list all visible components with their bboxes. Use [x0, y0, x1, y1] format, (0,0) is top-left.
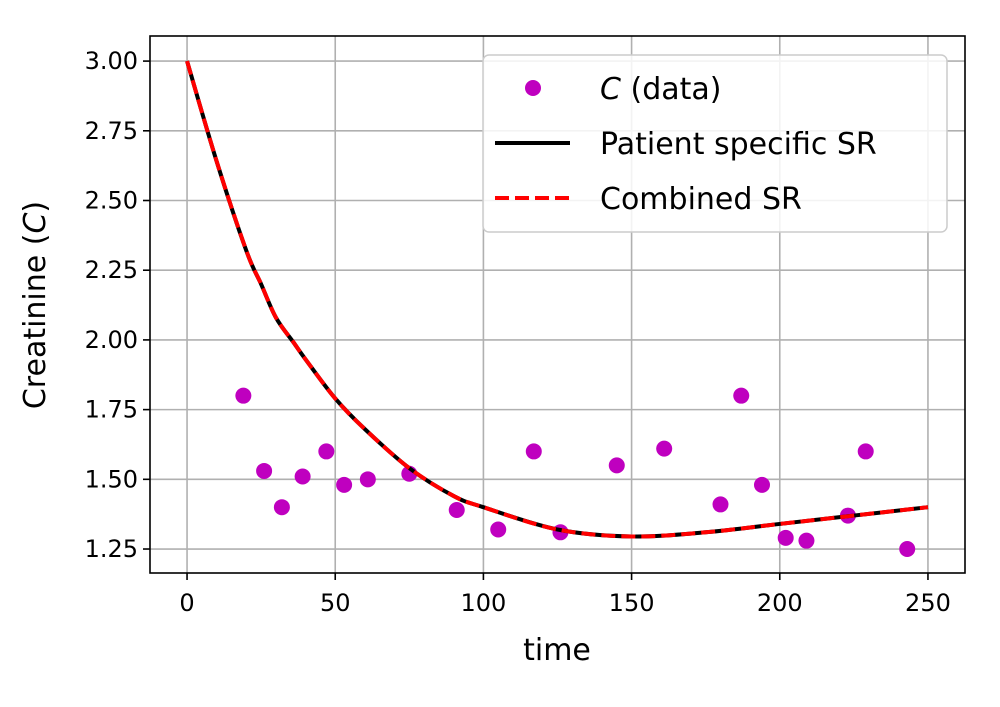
data-point [448, 501, 465, 518]
data-point [235, 387, 252, 404]
x-tick-label: 50 [320, 589, 351, 617]
legend-label-combined: Combined SR [600, 182, 802, 217]
y-tick-label: 2.50 [85, 187, 138, 215]
y-tick-label: 1.50 [85, 465, 138, 493]
y-tick-label: 2.75 [85, 117, 138, 145]
x-tick-label: 100 [461, 589, 507, 617]
y-axis-label: Creatinine (C) [18, 201, 53, 409]
data-point [733, 387, 750, 404]
data-point [336, 476, 353, 493]
x-tick-label: 0 [179, 589, 194, 617]
legend-box [482, 54, 948, 233]
data-point [318, 443, 335, 460]
legend: C (data) Patient specific SR Combined SR [482, 54, 948, 233]
legend-label-patient: Patient specific SR [600, 127, 877, 162]
y-tick-label: 1.75 [85, 396, 138, 424]
x-tick-label: 200 [757, 589, 803, 617]
y-tick-label: 1.25 [85, 535, 138, 563]
plot-frame [149, 35, 966, 574]
data-point [656, 440, 673, 457]
data-point [899, 541, 916, 558]
data-point [798, 532, 815, 549]
legend-label-data: C (data) [600, 72, 721, 107]
data-point [294, 468, 311, 485]
x-tick-label: 150 [609, 589, 655, 617]
x-axis-label: time [523, 633, 591, 668]
y-tick-label: 3.00 [85, 47, 138, 75]
y-tick-label: 2.00 [85, 326, 138, 354]
data-point [490, 521, 507, 538]
data-point [753, 476, 770, 493]
combined-sr-line [185, 60, 929, 539]
data-point [777, 529, 794, 546]
data-point [359, 471, 376, 488]
data-point [712, 496, 729, 513]
plot-marks [185, 60, 929, 558]
data-point [273, 499, 290, 516]
legend-marker-data [525, 80, 541, 96]
data-point [525, 443, 542, 460]
y-tick-label: 2.25 [85, 256, 138, 284]
data-point [608, 457, 625, 474]
data-point [857, 443, 874, 460]
data-point [256, 462, 273, 479]
ticks: 0 50 100 150 200 250 1.25 1.50 1.75 2.00 2.25 2.50 2… [85, 47, 951, 617]
x-tick-label: 250 [905, 589, 951, 617]
